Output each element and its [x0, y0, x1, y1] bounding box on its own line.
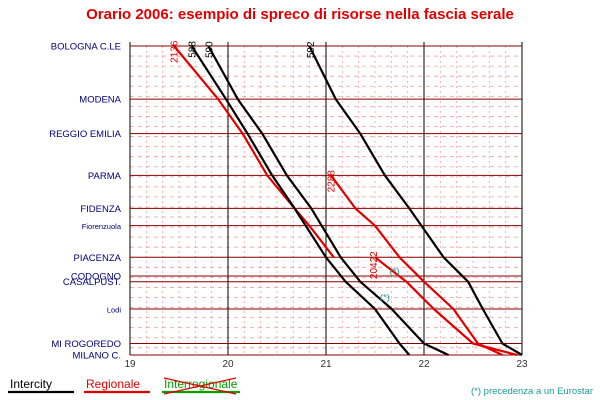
train-path — [330, 174, 503, 356]
train-number-label: 592 — [306, 41, 317, 58]
train-paths — [173, 45, 523, 357]
legend-label: Interregionale — [164, 377, 238, 391]
annotations: (*) (*) — [380, 267, 400, 304]
station-label: MILANO C. — [72, 351, 121, 362]
x-tick-label: 19 — [124, 359, 136, 370]
train-path — [173, 45, 335, 258]
train-number-label: 20422 — [369, 251, 380, 279]
station-label: MODENA — [79, 95, 121, 106]
station-label: MI ROGOREDO — [51, 339, 121, 350]
train-path — [190, 45, 411, 356]
precedence-annotation: (*) — [390, 267, 400, 278]
station-label: FIDENZA — [80, 204, 121, 215]
train-path — [374, 256, 518, 357]
x-tick-label: 23 — [516, 359, 528, 370]
station-lines: BOLOGNA C.LE MODENA REGGIO EMILIA PARMA FIDE… — [49, 42, 522, 362]
train-number-label: 2136 — [169, 40, 180, 63]
station-label: REGGIO EMILIA — [49, 129, 121, 140]
station-label: CASALPUST. — [63, 277, 121, 288]
train-number-label: 588 — [188, 41, 199, 58]
station-label: PIACENZA — [73, 253, 121, 264]
train-labels: 2136 588 590 592 2288 20422 — [169, 40, 380, 279]
chart-title: Orario 2006: esempio di spreco di risors… — [86, 6, 514, 23]
legend-cross — [163, 377, 237, 395]
station-label: Lodi — [107, 306, 122, 315]
legend-label: Intercity — [10, 377, 52, 391]
train-number-label: 590 — [205, 41, 216, 58]
x-axis-tick-labels: 19 20 21 22 23 — [124, 359, 528, 370]
station-label: PARMA — [88, 171, 122, 182]
station-label: CODOGNO — [71, 271, 121, 282]
legend-label: Regionale — [86, 377, 140, 391]
train-path — [308, 45, 523, 356]
x-tick-label: 20 — [222, 359, 234, 370]
station-label: BOLOGNA C.LE — [51, 42, 121, 53]
train-path — [207, 45, 449, 356]
station-label: Fiorenzuola — [82, 222, 122, 231]
x-tick-label: 22 — [418, 359, 430, 370]
x-tick-label: 21 — [320, 359, 332, 370]
train-number-label: 2288 — [326, 170, 337, 193]
precedence-annotation: (*) — [380, 292, 390, 303]
legend: Intercity Regionale Interregionale (*) prec… — [8, 377, 593, 397]
hour-gridlines — [129, 42, 523, 355]
legend-note: (*) precedenza a un Eurostar — [471, 386, 593, 397]
